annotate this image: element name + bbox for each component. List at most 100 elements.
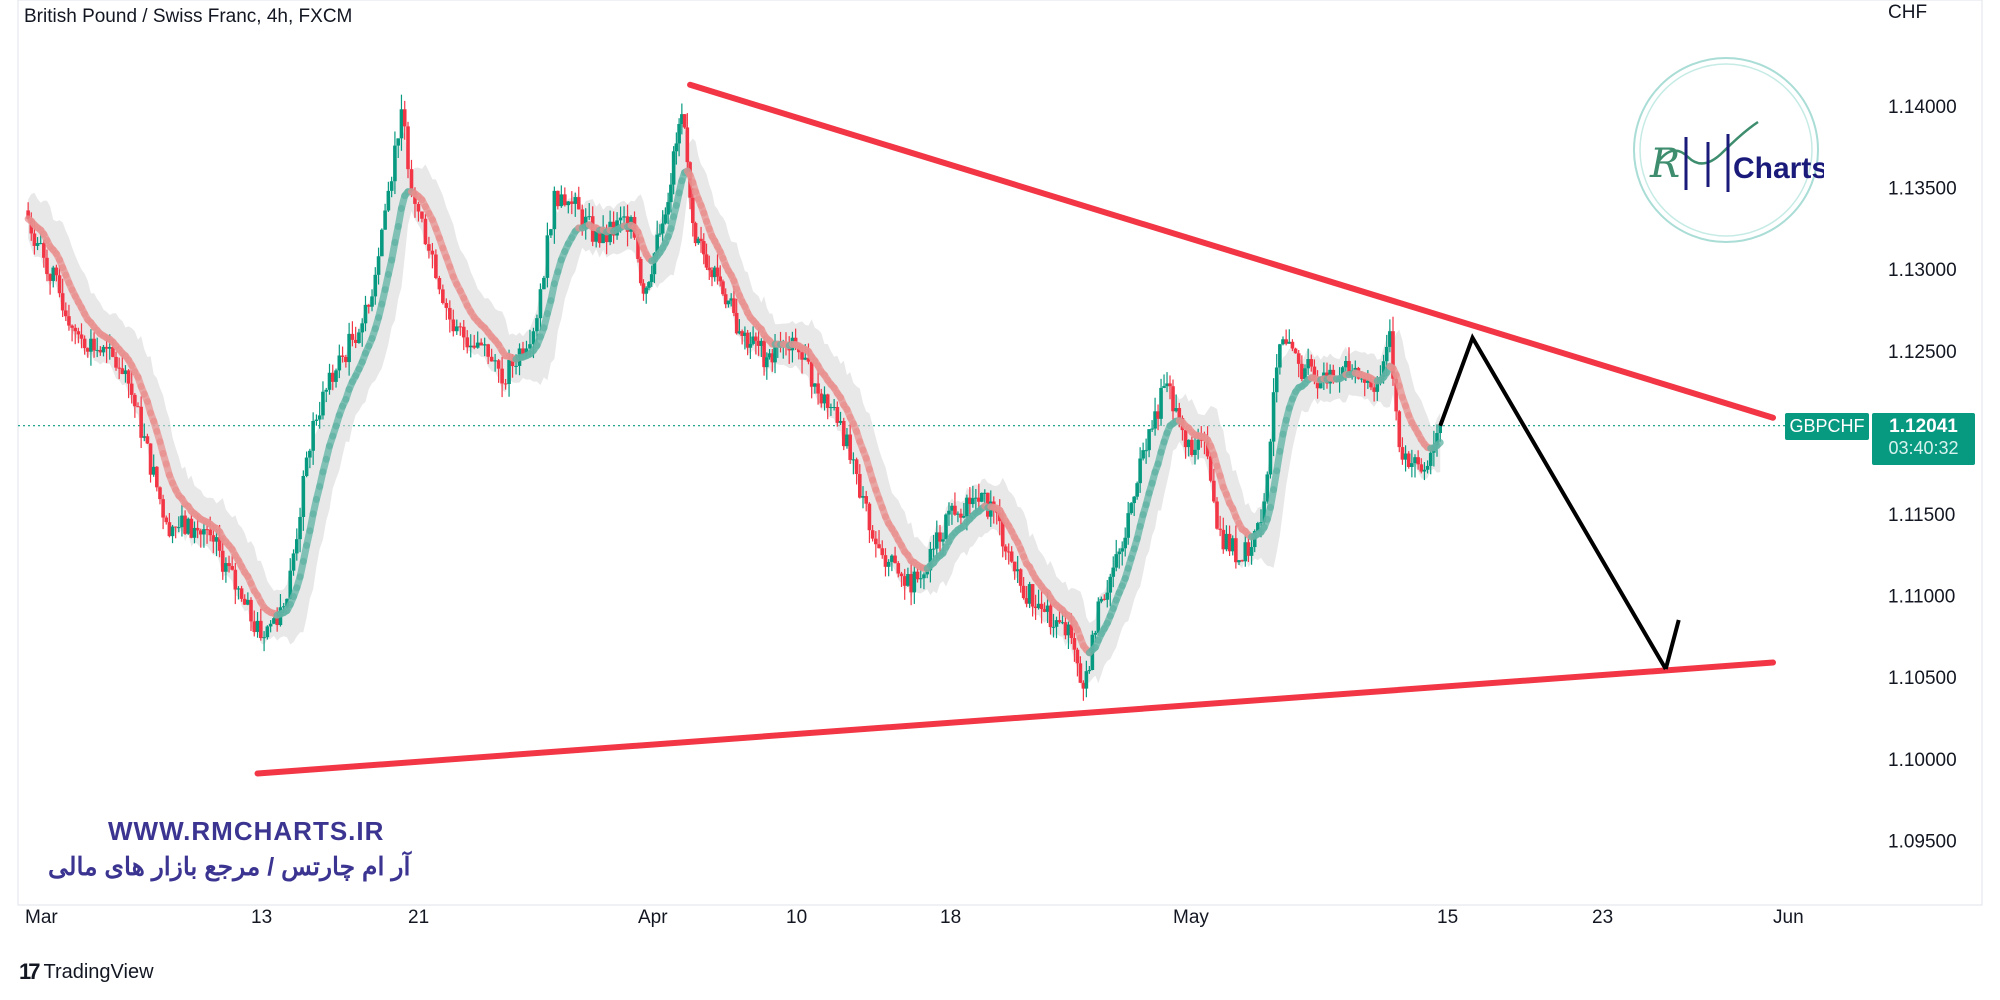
candle [1212, 468, 1216, 504]
candle-body [317, 415, 322, 420]
x-tick-label: 18 [940, 907, 961, 928]
candle-body [249, 599, 253, 622]
candle [380, 228, 384, 257]
candle [977, 483, 981, 511]
candle-body [1278, 344, 1282, 368]
candle [434, 249, 438, 280]
candle [82, 335, 87, 355]
candle [1105, 580, 1110, 608]
tradingview-brand[interactable]: 17 TradingView [19, 959, 154, 985]
candle-body [1120, 548, 1125, 552]
candle [573, 192, 578, 217]
candle [538, 283, 543, 331]
candle-body [597, 230, 602, 244]
candle [389, 176, 394, 198]
candle-body [745, 332, 750, 348]
candle [451, 309, 456, 337]
candle-body [340, 355, 345, 357]
svg-text:Charts: Charts [1733, 152, 1824, 185]
candle-body [451, 319, 456, 332]
candle-body [1153, 411, 1157, 429]
candle [1237, 560, 1241, 566]
candle [704, 243, 709, 270]
candle-body [1021, 585, 1026, 599]
candle [566, 201, 571, 214]
candle-body [259, 620, 263, 639]
candle [644, 286, 649, 304]
candle [902, 568, 907, 600]
candle [1072, 632, 1077, 662]
candle [155, 466, 159, 492]
y-tick-label: 1.12500 [1888, 342, 1957, 363]
candle [180, 505, 184, 537]
candle [129, 370, 134, 404]
candle-body [1135, 483, 1139, 497]
candle [158, 486, 162, 505]
candle-body [851, 459, 856, 461]
candle-body [545, 235, 550, 278]
candle-body [1150, 428, 1154, 430]
candle-body [311, 420, 315, 451]
candle [1403, 445, 1408, 472]
candle-body [649, 274, 654, 283]
candle-body [239, 588, 244, 599]
candle-body [641, 283, 646, 294]
candle-body [1416, 457, 1420, 465]
candle-body [1369, 380, 1373, 388]
candle-body [301, 475, 306, 517]
candle-body [186, 518, 191, 534]
candle-body [350, 333, 355, 340]
candle-body [76, 331, 81, 335]
candle [350, 321, 355, 347]
candle [148, 443, 153, 483]
candle [383, 203, 387, 230]
candle-body [70, 325, 74, 328]
candle [825, 393, 830, 420]
candle [76, 327, 81, 344]
candle-body [1205, 440, 1210, 457]
x-tick-label: 21 [408, 907, 429, 928]
candle-body [1259, 522, 1263, 524]
candle [123, 365, 128, 383]
candle [819, 388, 824, 408]
candle-body [1306, 359, 1310, 369]
candle [177, 516, 181, 533]
candle [838, 411, 843, 426]
candle-body [1243, 542, 1248, 562]
candle-body [893, 555, 897, 564]
candle-body [416, 203, 421, 212]
candle-body [183, 515, 187, 534]
candle-body [883, 555, 888, 567]
candle-body [1066, 624, 1071, 636]
candle-body [822, 394, 827, 404]
candle-body [510, 359, 515, 367]
candle [242, 594, 247, 605]
candle-body [114, 356, 118, 368]
candle [877, 530, 881, 549]
candle-body [406, 126, 410, 170]
candle [559, 185, 564, 208]
candle-body [1081, 682, 1086, 689]
candle-body [148, 443, 153, 475]
candle-body [82, 338, 87, 349]
candle [1156, 404, 1160, 431]
candle-body [701, 241, 706, 255]
candle [864, 490, 869, 512]
x-tick-label: 10 [786, 907, 807, 928]
candle [1281, 336, 1285, 346]
candle [486, 343, 490, 365]
candle [444, 298, 449, 320]
candle [587, 203, 592, 221]
candle [472, 334, 477, 350]
candle-body [1156, 411, 1160, 419]
candle-body [353, 339, 358, 344]
candle-body [104, 346, 109, 349]
candle-body [327, 372, 332, 390]
candle [1243, 534, 1248, 567]
candle [468, 334, 473, 358]
candle-body [1274, 367, 1279, 393]
candle-body [754, 336, 758, 341]
y-tick-label: 1.13500 [1888, 179, 1957, 200]
candle-body [604, 229, 609, 243]
